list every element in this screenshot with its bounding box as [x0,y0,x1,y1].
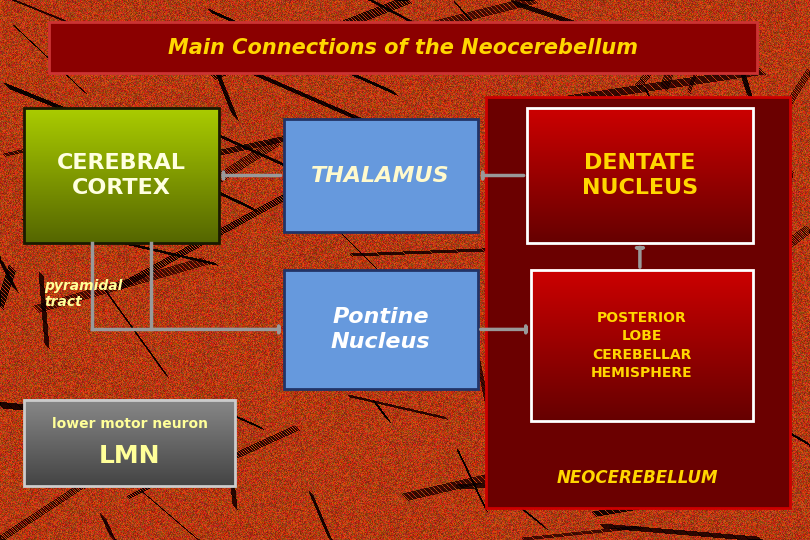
Bar [284,119,478,232]
Bar [24,108,219,243]
Bar [284,270,478,389]
Text: Main Connections of the Neocerebellum: Main Connections of the Neocerebellum [168,37,637,58]
Bar [486,97,790,508]
Bar [24,400,235,486]
Text: LMN: LMN [99,444,160,468]
Text: pyramidal
tract: pyramidal tract [45,279,123,309]
Text: DENTATE
NUCLEUS: DENTATE NUCLEUS [582,153,698,198]
Bar [526,108,753,243]
Text: CEREBRAL
CORTEX: CEREBRAL CORTEX [57,153,186,198]
Bar [49,22,757,73]
Text: lower motor neuron: lower motor neuron [52,417,207,431]
Bar [531,270,753,421]
Text: Pontine
Nucleus: Pontine Nucleus [331,307,430,352]
Text: THALAMUS: THALAMUS [311,165,450,186]
Text: NEOCEREBELLUM: NEOCEREBELLUM [556,469,718,487]
Text: POSTERIOR
LOBE
CEREBELLAR
HEMISPHERE: POSTERIOR LOBE CEREBELLAR HEMISPHERE [591,311,693,380]
